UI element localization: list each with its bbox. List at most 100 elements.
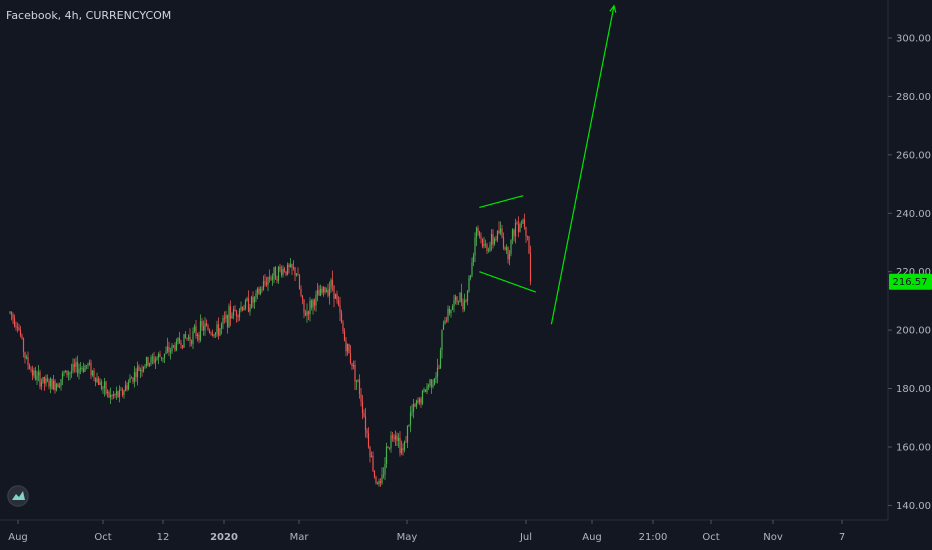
- candle: [448, 305, 451, 316]
- candle: [379, 478, 382, 487]
- candle: [73, 358, 76, 373]
- candle: [43, 376, 46, 391]
- candle: [414, 402, 416, 408]
- candle: [295, 273, 298, 277]
- y-axis[interactable]: 140.00 160.00 180.00 200.00 220.00 240.00 260.…: [888, 34, 931, 512]
- candle: [46, 374, 49, 383]
- candle: [421, 389, 424, 406]
- candle: [345, 336, 347, 357]
- candle: [330, 278, 332, 293]
- candle: [300, 285, 302, 297]
- candle: [301, 294, 304, 305]
- candle: [372, 451, 374, 473]
- candle: [210, 331, 212, 336]
- candle: [102, 386, 104, 395]
- candle: [247, 290, 250, 313]
- candle: [376, 481, 379, 485]
- candle: [520, 220, 523, 228]
- candle: [516, 220, 518, 225]
- candle: [159, 350, 161, 358]
- candle: [15, 321, 17, 331]
- candle: [204, 317, 206, 336]
- candle: [39, 369, 41, 390]
- candle: [495, 235, 497, 242]
- x-axis[interactable]: Aug Oct 12 2020 Mar May Jul Aug 21:00 Oct Nov 7: [8, 520, 845, 543]
- candle: [463, 293, 466, 312]
- candle: [511, 228, 514, 245]
- candle: [133, 366, 136, 388]
- candle: [397, 433, 400, 448]
- candle: [271, 273, 274, 286]
- candle: [66, 370, 68, 378]
- candle: [270, 275, 272, 281]
- candle: [88, 359, 91, 366]
- candle: [246, 296, 248, 302]
- candle: [528, 236, 530, 254]
- candle: [339, 296, 341, 322]
- x-tick-label: Jul: [519, 532, 532, 543]
- candle: [435, 372, 437, 384]
- candle: [496, 230, 499, 243]
- last-price-tag-bg: [889, 273, 932, 290]
- candle: [288, 262, 290, 274]
- upper-trendline[interactable]: [479, 195, 524, 208]
- candle: [292, 260, 295, 271]
- candle: [109, 387, 112, 404]
- candle: [157, 352, 160, 365]
- lower-trendline[interactable]: [479, 271, 537, 293]
- candle: [438, 364, 440, 370]
- candle: [165, 346, 167, 355]
- x-tick-label: Nov: [763, 532, 783, 543]
- candle: [232, 306, 235, 320]
- candle: [147, 356, 149, 367]
- candle: [465, 298, 467, 303]
- candle: [153, 351, 155, 365]
- candle: [189, 328, 191, 347]
- projection-arrow[interactable]: [550, 5, 615, 325]
- candle: [460, 283, 463, 307]
- candle: [391, 432, 394, 442]
- candle: [243, 304, 245, 311]
- candle: [36, 370, 38, 385]
- candle: [366, 428, 368, 439]
- candle: [286, 262, 289, 276]
- candle: [70, 363, 73, 378]
- x-tick-label: 2020: [210, 532, 238, 543]
- candle: [30, 366, 32, 373]
- candle: [184, 331, 187, 339]
- candle: [502, 232, 505, 251]
- candle: [276, 275, 278, 284]
- candle: [198, 331, 200, 344]
- candle: [235, 309, 238, 323]
- candle: [424, 389, 427, 393]
- chart-title: Facebook, 4h, CURRENCYCOM: [6, 9, 172, 22]
- candle: [291, 263, 293, 275]
- candle: [106, 389, 109, 398]
- candle: [466, 289, 469, 306]
- candle: [12, 312, 14, 325]
- candle: [127, 379, 130, 391]
- candle: [355, 379, 358, 390]
- drawings-layer[interactable]: [479, 4, 617, 325]
- candle: [505, 244, 508, 254]
- candle: [168, 341, 170, 357]
- candle: [418, 397, 421, 406]
- y-tick-label: 180.00: [896, 384, 931, 395]
- candle: [57, 382, 59, 388]
- candle: [34, 366, 37, 381]
- x-tick-label: May: [397, 532, 418, 543]
- candle: [123, 389, 125, 399]
- candle: [117, 390, 119, 398]
- candle: [471, 257, 473, 278]
- x-tick-label: Aug: [8, 532, 28, 543]
- candle: [364, 407, 367, 438]
- candle: [63, 370, 65, 377]
- candle: [493, 236, 496, 246]
- tradingview-logo-icon[interactable]: [7, 485, 29, 507]
- candle: [253, 296, 256, 309]
- candle: [19, 325, 22, 338]
- candle: [394, 430, 397, 446]
- candle: [462, 298, 464, 313]
- candle: [156, 356, 158, 361]
